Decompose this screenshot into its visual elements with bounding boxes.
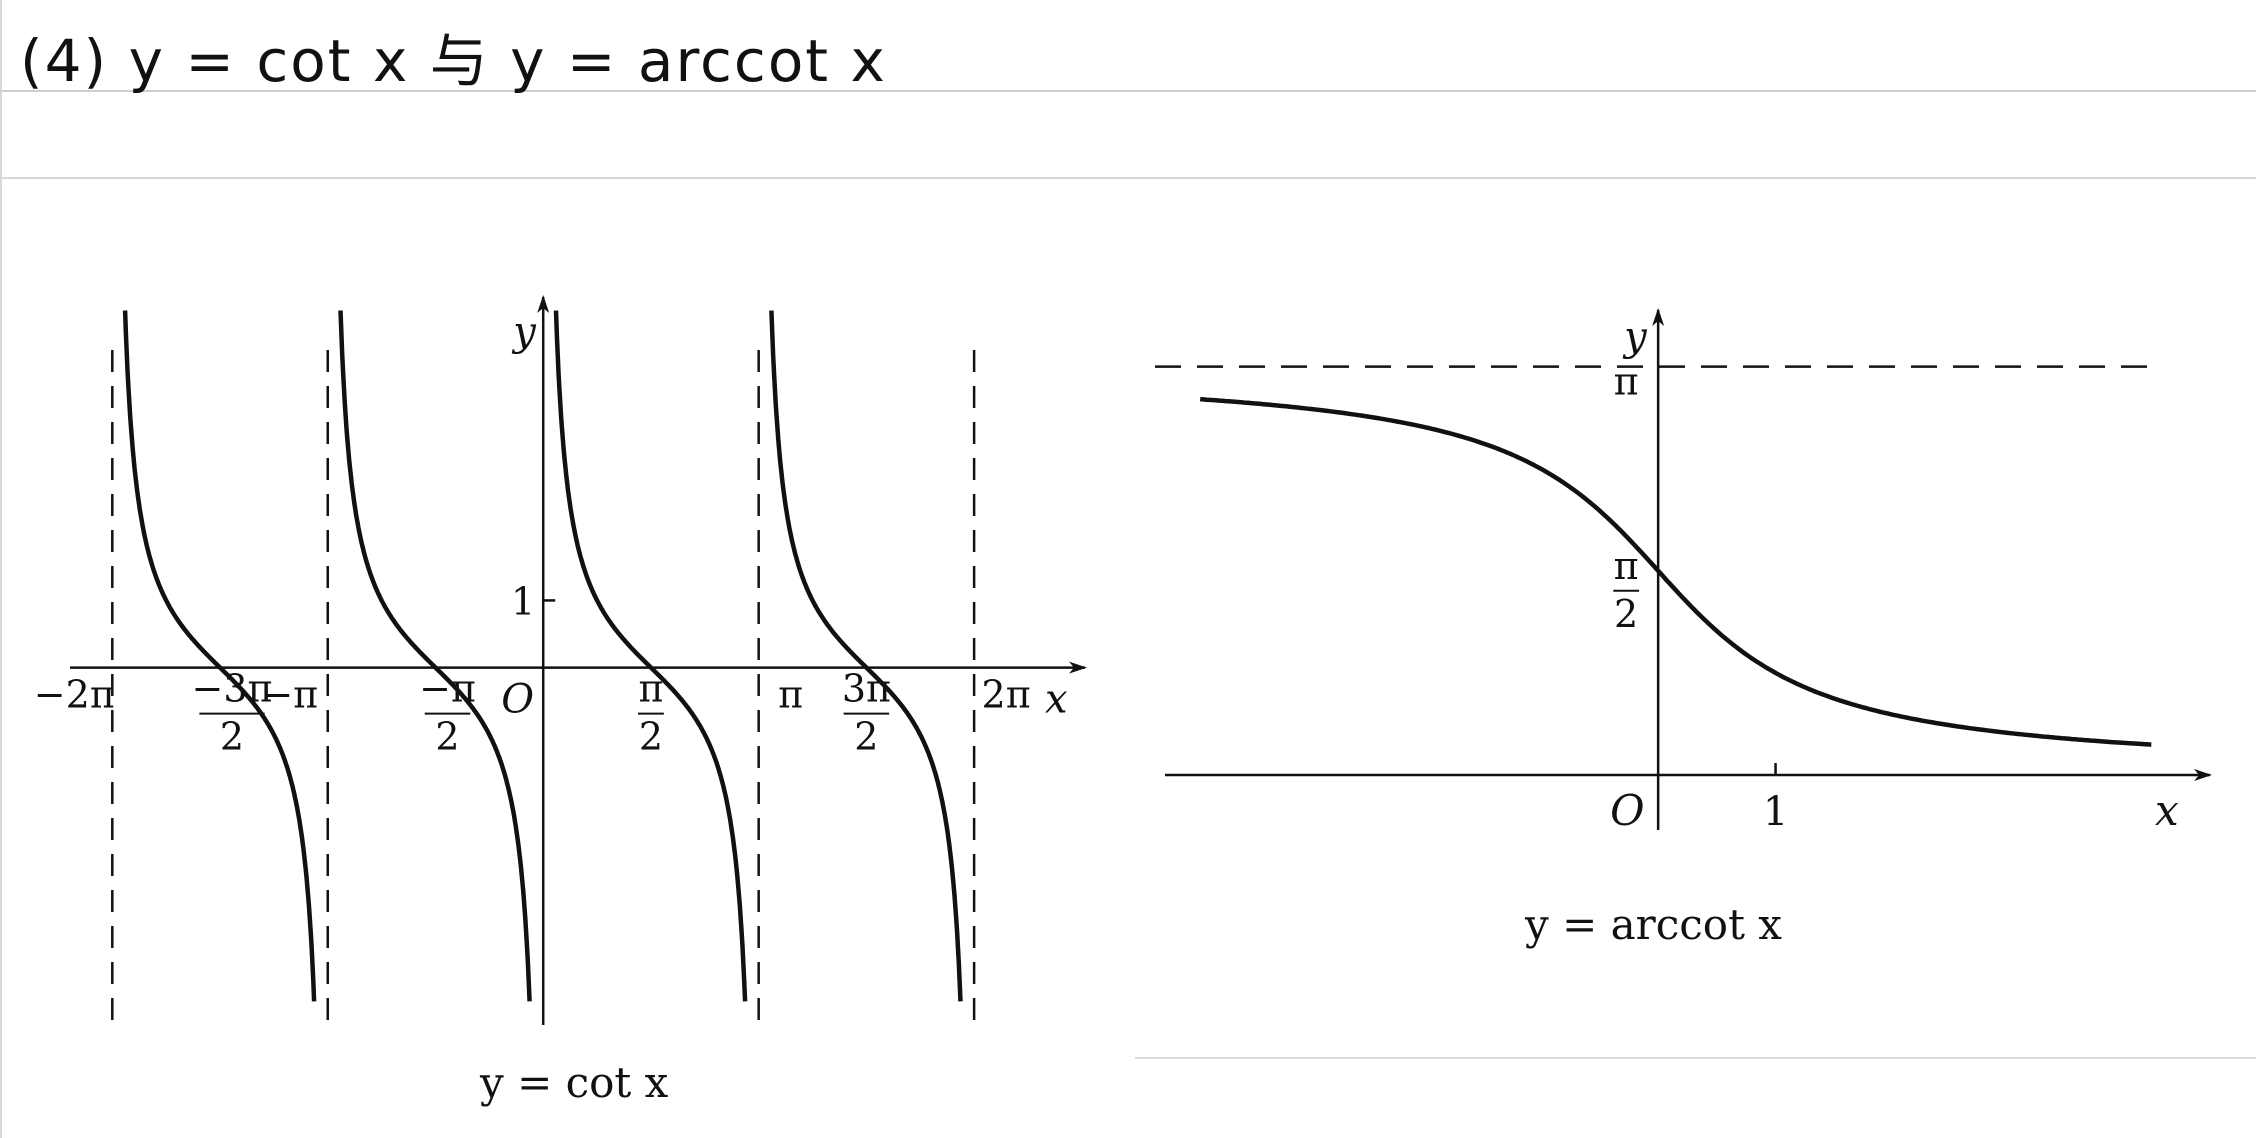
cot-origin-label: O bbox=[501, 677, 534, 723]
cot-x-tick-label-2-denominator: 2 bbox=[435, 715, 459, 759]
cot-branch-1 bbox=[122, 310, 317, 1002]
cot-x-tick-label-3-2-denominator: 2 bbox=[854, 715, 878, 759]
cot-x-tick-label-3-2-denominator: 2 bbox=[220, 715, 244, 759]
cot-x-tick-label-val: −π bbox=[261, 673, 318, 717]
cot-x-tick-label-2: −2π bbox=[34, 673, 115, 717]
arccot-y-axis-label: y bbox=[1622, 314, 1648, 360]
cot-x-tick-label-2-denominator: 2 bbox=[639, 715, 663, 759]
arccot-x-axis-label: x bbox=[2155, 786, 2179, 835]
cot-y-axis-label: y bbox=[511, 309, 537, 355]
arccot-y-tick-label-2-denominator: 2 bbox=[1614, 592, 1638, 636]
cot-branch-4 bbox=[769, 310, 963, 1002]
ruled-line-lower bbox=[1135, 1057, 2256, 1059]
cot-x-tick-label-3-2-numerator: −3π bbox=[192, 667, 273, 711]
cot-x-tick-label-3-2-numerator: 3π bbox=[842, 667, 891, 711]
header-bar: (4) y = cot x 与 y = arccot x bbox=[0, 0, 2256, 95]
arccot-x-tick-label-1: 1 bbox=[1763, 789, 1788, 835]
cot-x-tick-label-2: 2π bbox=[982, 673, 1031, 717]
arccot-curve bbox=[1200, 396, 2152, 747]
cot-caption: y = cot x bbox=[480, 1058, 669, 1107]
cot-y-tick-label-1: 1 bbox=[511, 579, 535, 623]
page-margin-line bbox=[0, 0, 2, 1138]
cot-branch-2 bbox=[338, 310, 532, 1002]
arccot-y-tick-label-2-numerator: π bbox=[1614, 544, 1639, 588]
arccot-y-tick-label-val: π bbox=[1614, 360, 1639, 404]
ruled-line bbox=[0, 177, 2256, 179]
cot-x-axis-label: x bbox=[1045, 677, 1068, 723]
arccot-origin-label: O bbox=[1610, 786, 1644, 835]
page-title: (4) y = cot x 与 y = arccot x bbox=[20, 27, 887, 95]
arccot-caption: y = arccot x bbox=[1525, 900, 1782, 949]
cot-x-tick-label-val: π bbox=[778, 673, 803, 717]
cot-branch-3 bbox=[553, 310, 748, 1002]
